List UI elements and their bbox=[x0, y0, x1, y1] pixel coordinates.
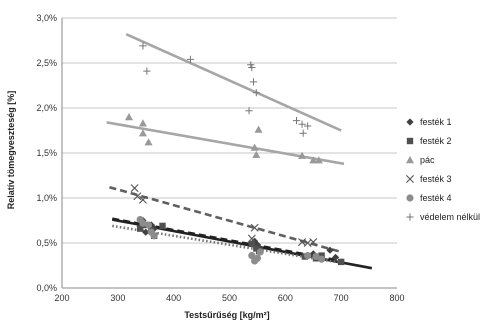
point-vedelem-nelkul bbox=[248, 63, 256, 72]
point-vedelem-nelkul bbox=[298, 120, 306, 128]
point-vedelem-nelkul bbox=[304, 122, 312, 130]
point-festek-3 bbox=[309, 238, 318, 247]
y-tick-label: 3,0% bbox=[36, 13, 57, 23]
point-vedelem-nelkul bbox=[292, 117, 301, 125]
legend-marker-festek-3 bbox=[406, 175, 414, 183]
point-festek-2 bbox=[318, 252, 325, 259]
point-festek-2 bbox=[337, 258, 345, 266]
point-pac bbox=[314, 156, 323, 164]
y-axis-title: Relatív tömegveszteség [%] bbox=[6, 91, 16, 210]
point-festek-1 bbox=[331, 253, 340, 261]
legend-marker-vedelem-nelkul bbox=[406, 213, 414, 221]
point-vedelem-nelkul bbox=[249, 78, 258, 86]
point-festek-4 bbox=[318, 255, 326, 263]
legend-label-vedelem-nelkul: védelem nélkül bbox=[420, 212, 480, 222]
point-festek-3 bbox=[130, 184, 139, 193]
legend-label-festek-2: festék 2 bbox=[420, 136, 452, 146]
point-festek-4 bbox=[144, 221, 153, 229]
point-festek-1 bbox=[142, 228, 150, 236]
point-pac bbox=[138, 129, 147, 137]
x-tick-label: 800 bbox=[389, 293, 404, 303]
legend-marker-festek-2 bbox=[406, 137, 414, 145]
point-pac bbox=[309, 156, 318, 164]
legend-label-festek-4: festék 4 bbox=[420, 193, 452, 203]
trendline-vedelem-nelkul bbox=[125, 33, 342, 132]
point-pac bbox=[138, 119, 147, 127]
point-pac bbox=[254, 125, 263, 133]
point-festek-4 bbox=[248, 252, 256, 260]
point-festek-3 bbox=[133, 192, 142, 201]
point-pac bbox=[144, 138, 153, 146]
legend: festék 1 festék 2 pác festék 3 festék 4 védel… bbox=[406, 117, 480, 222]
gridlines bbox=[62, 17, 397, 244]
point-festek-3 bbox=[138, 195, 147, 204]
point-festek-1 bbox=[326, 246, 334, 254]
x-tick-label: 700 bbox=[334, 293, 349, 303]
legend-label-pac: pác bbox=[420, 155, 435, 165]
legend-marker-festek-4 bbox=[406, 194, 414, 202]
point-festek-2 bbox=[248, 240, 256, 248]
legend-marker-festek-1 bbox=[406, 118, 414, 126]
point-festek-4 bbox=[304, 252, 312, 260]
y-tick-label: 1,0% bbox=[36, 193, 57, 203]
point-festek-4 bbox=[150, 232, 158, 240]
x-tick-label: 400 bbox=[166, 293, 181, 303]
y-tick-label: 2,5% bbox=[36, 58, 57, 68]
tick-labels: 0,0% 0,5% 1,0% 1,5% 2,0% 2,5% 3,0% 200 300 400 500… bbox=[36, 13, 404, 303]
point-vedelem-nelkul bbox=[252, 89, 260, 97]
y-tick-label: 0,5% bbox=[36, 238, 57, 248]
y-tick-label: 0,0% bbox=[36, 283, 57, 293]
y-tick-label: 2,0% bbox=[36, 103, 57, 113]
legend-label-festek-1: festék 1 bbox=[420, 117, 452, 127]
point-vedelem-nelkul bbox=[143, 67, 151, 75]
point-vedelem-nelkul bbox=[186, 55, 195, 63]
x-tick-label: 500 bbox=[222, 293, 237, 303]
x-tick-label: 200 bbox=[54, 293, 69, 303]
x-tick-label: 300 bbox=[110, 293, 125, 303]
data-points bbox=[125, 42, 345, 266]
point-festek-4 bbox=[256, 248, 264, 256]
point-festek-4 bbox=[312, 252, 320, 261]
x-tick-label: 600 bbox=[278, 293, 293, 303]
y-tick-label: 1,5% bbox=[36, 148, 57, 158]
point-vedelem-nelkul bbox=[139, 42, 147, 50]
point-vedelem-nelkul bbox=[245, 107, 253, 115]
point-festek-2 bbox=[136, 225, 144, 232]
point-pac bbox=[298, 151, 307, 159]
legend-label-festek-3: festék 3 bbox=[420, 174, 452, 184]
axes bbox=[61, 18, 397, 289]
x-axis-title: Testsűrűség [kg/m²] bbox=[184, 310, 269, 320]
point-pac bbox=[250, 143, 259, 151]
point-vedelem-nelkul bbox=[299, 129, 307, 137]
point-pac bbox=[252, 150, 261, 158]
point-festek-4 bbox=[139, 219, 147, 227]
point-festek-4 bbox=[253, 254, 262, 262]
legend-marker-pac bbox=[406, 156, 414, 164]
point-festek-3 bbox=[247, 234, 256, 243]
point-festek-3 bbox=[250, 223, 259, 232]
trendline-pac bbox=[106, 121, 345, 166]
point-festek-2 bbox=[159, 222, 166, 230]
point-pac bbox=[125, 113, 133, 121]
